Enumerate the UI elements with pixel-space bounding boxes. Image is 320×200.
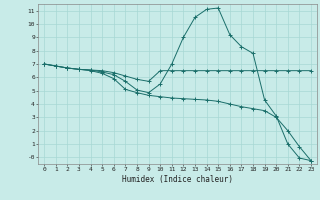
X-axis label: Humidex (Indice chaleur): Humidex (Indice chaleur) bbox=[122, 175, 233, 184]
